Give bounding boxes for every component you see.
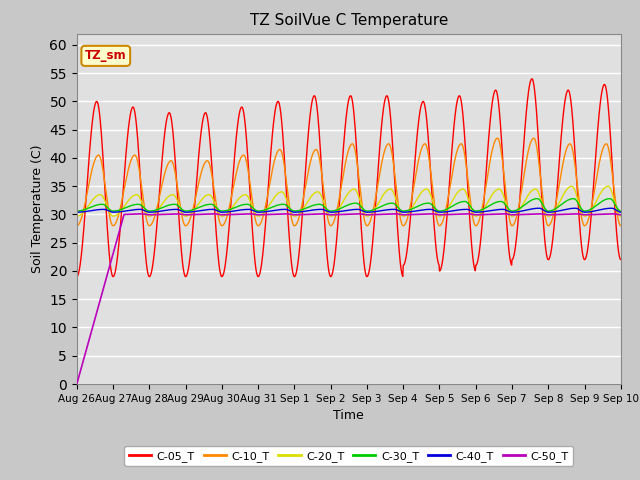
C-05_T (552, 199, 560, 204)
C-20_T (433, 210, 441, 216)
C-10_T (616, 223, 624, 228)
Line: C-10_T: C-10_T (77, 138, 620, 226)
C-05_T (504, 236, 512, 241)
C-50_T (255, 212, 263, 217)
C-05_T (73, 274, 81, 279)
C-50_T (138, 211, 146, 217)
C-50_T (616, 212, 624, 217)
C-40_T (180, 209, 188, 215)
X-axis label: Time: Time (333, 409, 364, 422)
Line: C-30_T: C-30_T (77, 199, 620, 211)
Line: C-05_T: C-05_T (77, 79, 620, 276)
C-20_T (73, 213, 81, 219)
C-05_T (528, 76, 536, 82)
C-30_T (255, 208, 262, 214)
C-40_T (616, 209, 624, 215)
C-05_T (180, 272, 188, 277)
C-50_T (552, 212, 560, 217)
Line: C-20_T: C-20_T (77, 186, 620, 216)
C-30_T (73, 208, 81, 214)
C-10_T (493, 135, 501, 141)
C-50_T (504, 211, 512, 217)
C-20_T (568, 183, 575, 189)
Title: TZ SoilVue C Temperature: TZ SoilVue C Temperature (250, 13, 448, 28)
C-20_T (616, 213, 624, 219)
C-10_T (180, 222, 188, 228)
Legend: C-05_T, C-10_T, C-20_T, C-30_T, C-40_T, C-50_T: C-05_T, C-10_T, C-20_T, C-30_T, C-40_T, … (124, 446, 573, 466)
C-10_T (255, 223, 262, 228)
C-05_T (433, 252, 441, 258)
C-50_T (73, 381, 81, 387)
C-20_T (552, 206, 559, 212)
C-50_T (433, 212, 441, 217)
C-50_T (194, 212, 202, 217)
C-40_T (552, 208, 560, 214)
C-10_T (552, 199, 560, 204)
C-30_T (504, 205, 512, 211)
C-50_T (181, 212, 189, 217)
C-20_T (180, 213, 188, 218)
C-20_T (255, 213, 262, 219)
C-10_T (504, 209, 512, 215)
C-40_T (73, 209, 81, 215)
C-30_T (180, 208, 188, 214)
C-40_T (433, 209, 441, 215)
C-40_T (504, 208, 512, 214)
C-05_T (194, 165, 202, 171)
C-40_T (255, 209, 262, 215)
C-10_T (433, 216, 441, 222)
Y-axis label: Soil Temperature (C): Soil Temperature (C) (31, 144, 44, 273)
C-40_T (535, 205, 543, 211)
C-05_T (255, 274, 262, 279)
C-30_T (616, 208, 624, 214)
Line: C-50_T: C-50_T (77, 214, 620, 384)
C-40_T (194, 208, 202, 214)
C-30_T (433, 207, 441, 213)
C-10_T (73, 223, 81, 228)
C-30_T (552, 205, 560, 211)
C-10_T (194, 185, 202, 191)
C-30_T (194, 205, 202, 211)
C-20_T (194, 202, 202, 208)
Line: C-40_T: C-40_T (77, 208, 620, 212)
C-05_T (616, 256, 624, 262)
Text: TZ_sm: TZ_sm (85, 49, 127, 62)
C-30_T (534, 196, 541, 202)
C-20_T (504, 207, 512, 213)
